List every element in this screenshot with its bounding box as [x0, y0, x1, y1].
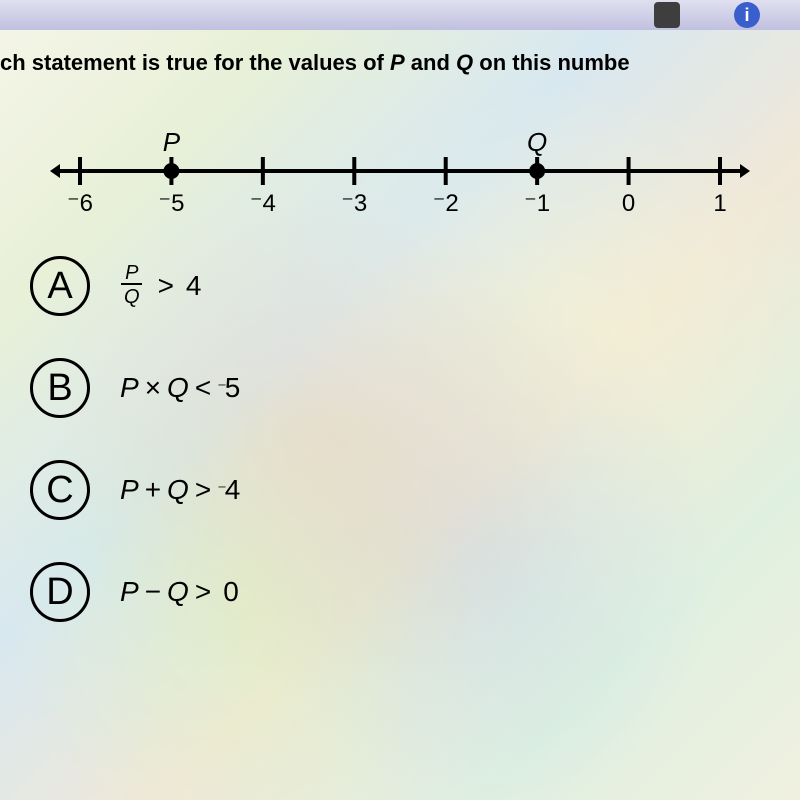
fraction-denominator: Q [120, 285, 144, 309]
close-icon[interactable] [654, 2, 680, 28]
answer-expr-b: P × Q < ⁻5 [120, 372, 246, 404]
answer-b[interactable]: B P × Q < ⁻5 [30, 358, 800, 418]
svg-text:⁻4: ⁻4 [250, 190, 276, 216]
info-icon[interactable]: i [734, 2, 760, 28]
var-q: Q [167, 372, 189, 404]
question-prefix: ch statement is true for the values of [0, 50, 390, 75]
question-var-q: Q [456, 50, 473, 75]
svg-text:P: P [163, 127, 181, 157]
minus-operator: − [145, 576, 161, 608]
number-line: ⁻6 ⁻5 ⁻4 ⁻3 ⁻2 ⁻1 0 1 P Q [40, 106, 760, 216]
var-p: P [120, 372, 139, 404]
rhs-value: 5 [225, 372, 241, 404]
gt-operator: > [158, 270, 174, 302]
svg-text:⁻1: ⁻1 [524, 190, 550, 216]
svg-text:⁻5: ⁻5 [158, 190, 184, 216]
answer-d[interactable]: D P − Q > 0 [30, 562, 800, 622]
fraction-p-over-q: P Q [120, 263, 144, 309]
top-toolbar: i [0, 0, 800, 30]
rhs-value: 4 [225, 474, 241, 506]
question-suffix: on this numbe [473, 50, 629, 75]
times-operator: × [145, 372, 161, 404]
gt-operator: > [195, 474, 211, 506]
question-var-p: P [390, 50, 405, 75]
svg-text:0: 0 [622, 190, 635, 216]
svg-text:⁻3: ⁻3 [341, 190, 367, 216]
rhs-value: 4 [186, 270, 202, 302]
var-q: Q [167, 474, 189, 506]
answer-letter-d: D [30, 562, 90, 622]
number-line-container: ⁻6 ⁻5 ⁻4 ⁻3 ⁻2 ⁻1 0 1 P Q [0, 106, 800, 216]
gt-operator: > [195, 576, 211, 608]
answer-a[interactable]: A P Q > 4 [30, 256, 800, 316]
answer-c[interactable]: C P + Q > ⁻4 [30, 460, 800, 520]
svg-text:⁻2: ⁻2 [433, 190, 459, 216]
var-q: Q [167, 576, 189, 608]
var-p: P [120, 474, 139, 506]
answer-expr-a: P Q > 4 [120, 263, 208, 309]
svg-text:Q: Q [527, 127, 547, 157]
plus-operator: + [145, 474, 161, 506]
svg-text:⁻6: ⁻6 [67, 190, 93, 216]
var-p: P [120, 576, 139, 608]
answer-letter-a: A [30, 256, 90, 316]
svg-text:1: 1 [713, 190, 726, 216]
answer-letter-c: C [30, 460, 90, 520]
rhs-value: 0 [223, 576, 239, 608]
lt-operator: < [195, 372, 211, 404]
answer-expr-d: P − Q > 0 [120, 576, 245, 608]
question-mid: and [405, 50, 456, 75]
question-content: ch statement is true for the values of P… [0, 30, 800, 622]
question-text: ch statement is true for the values of P… [0, 50, 800, 76]
answer-expr-c: P + Q > ⁻4 [120, 474, 246, 506]
fraction-numerator: P [121, 263, 142, 285]
answer-letter-b: B [30, 358, 90, 418]
answer-list: A P Q > 4 B P × Q < ⁻5 C P [0, 256, 800, 622]
